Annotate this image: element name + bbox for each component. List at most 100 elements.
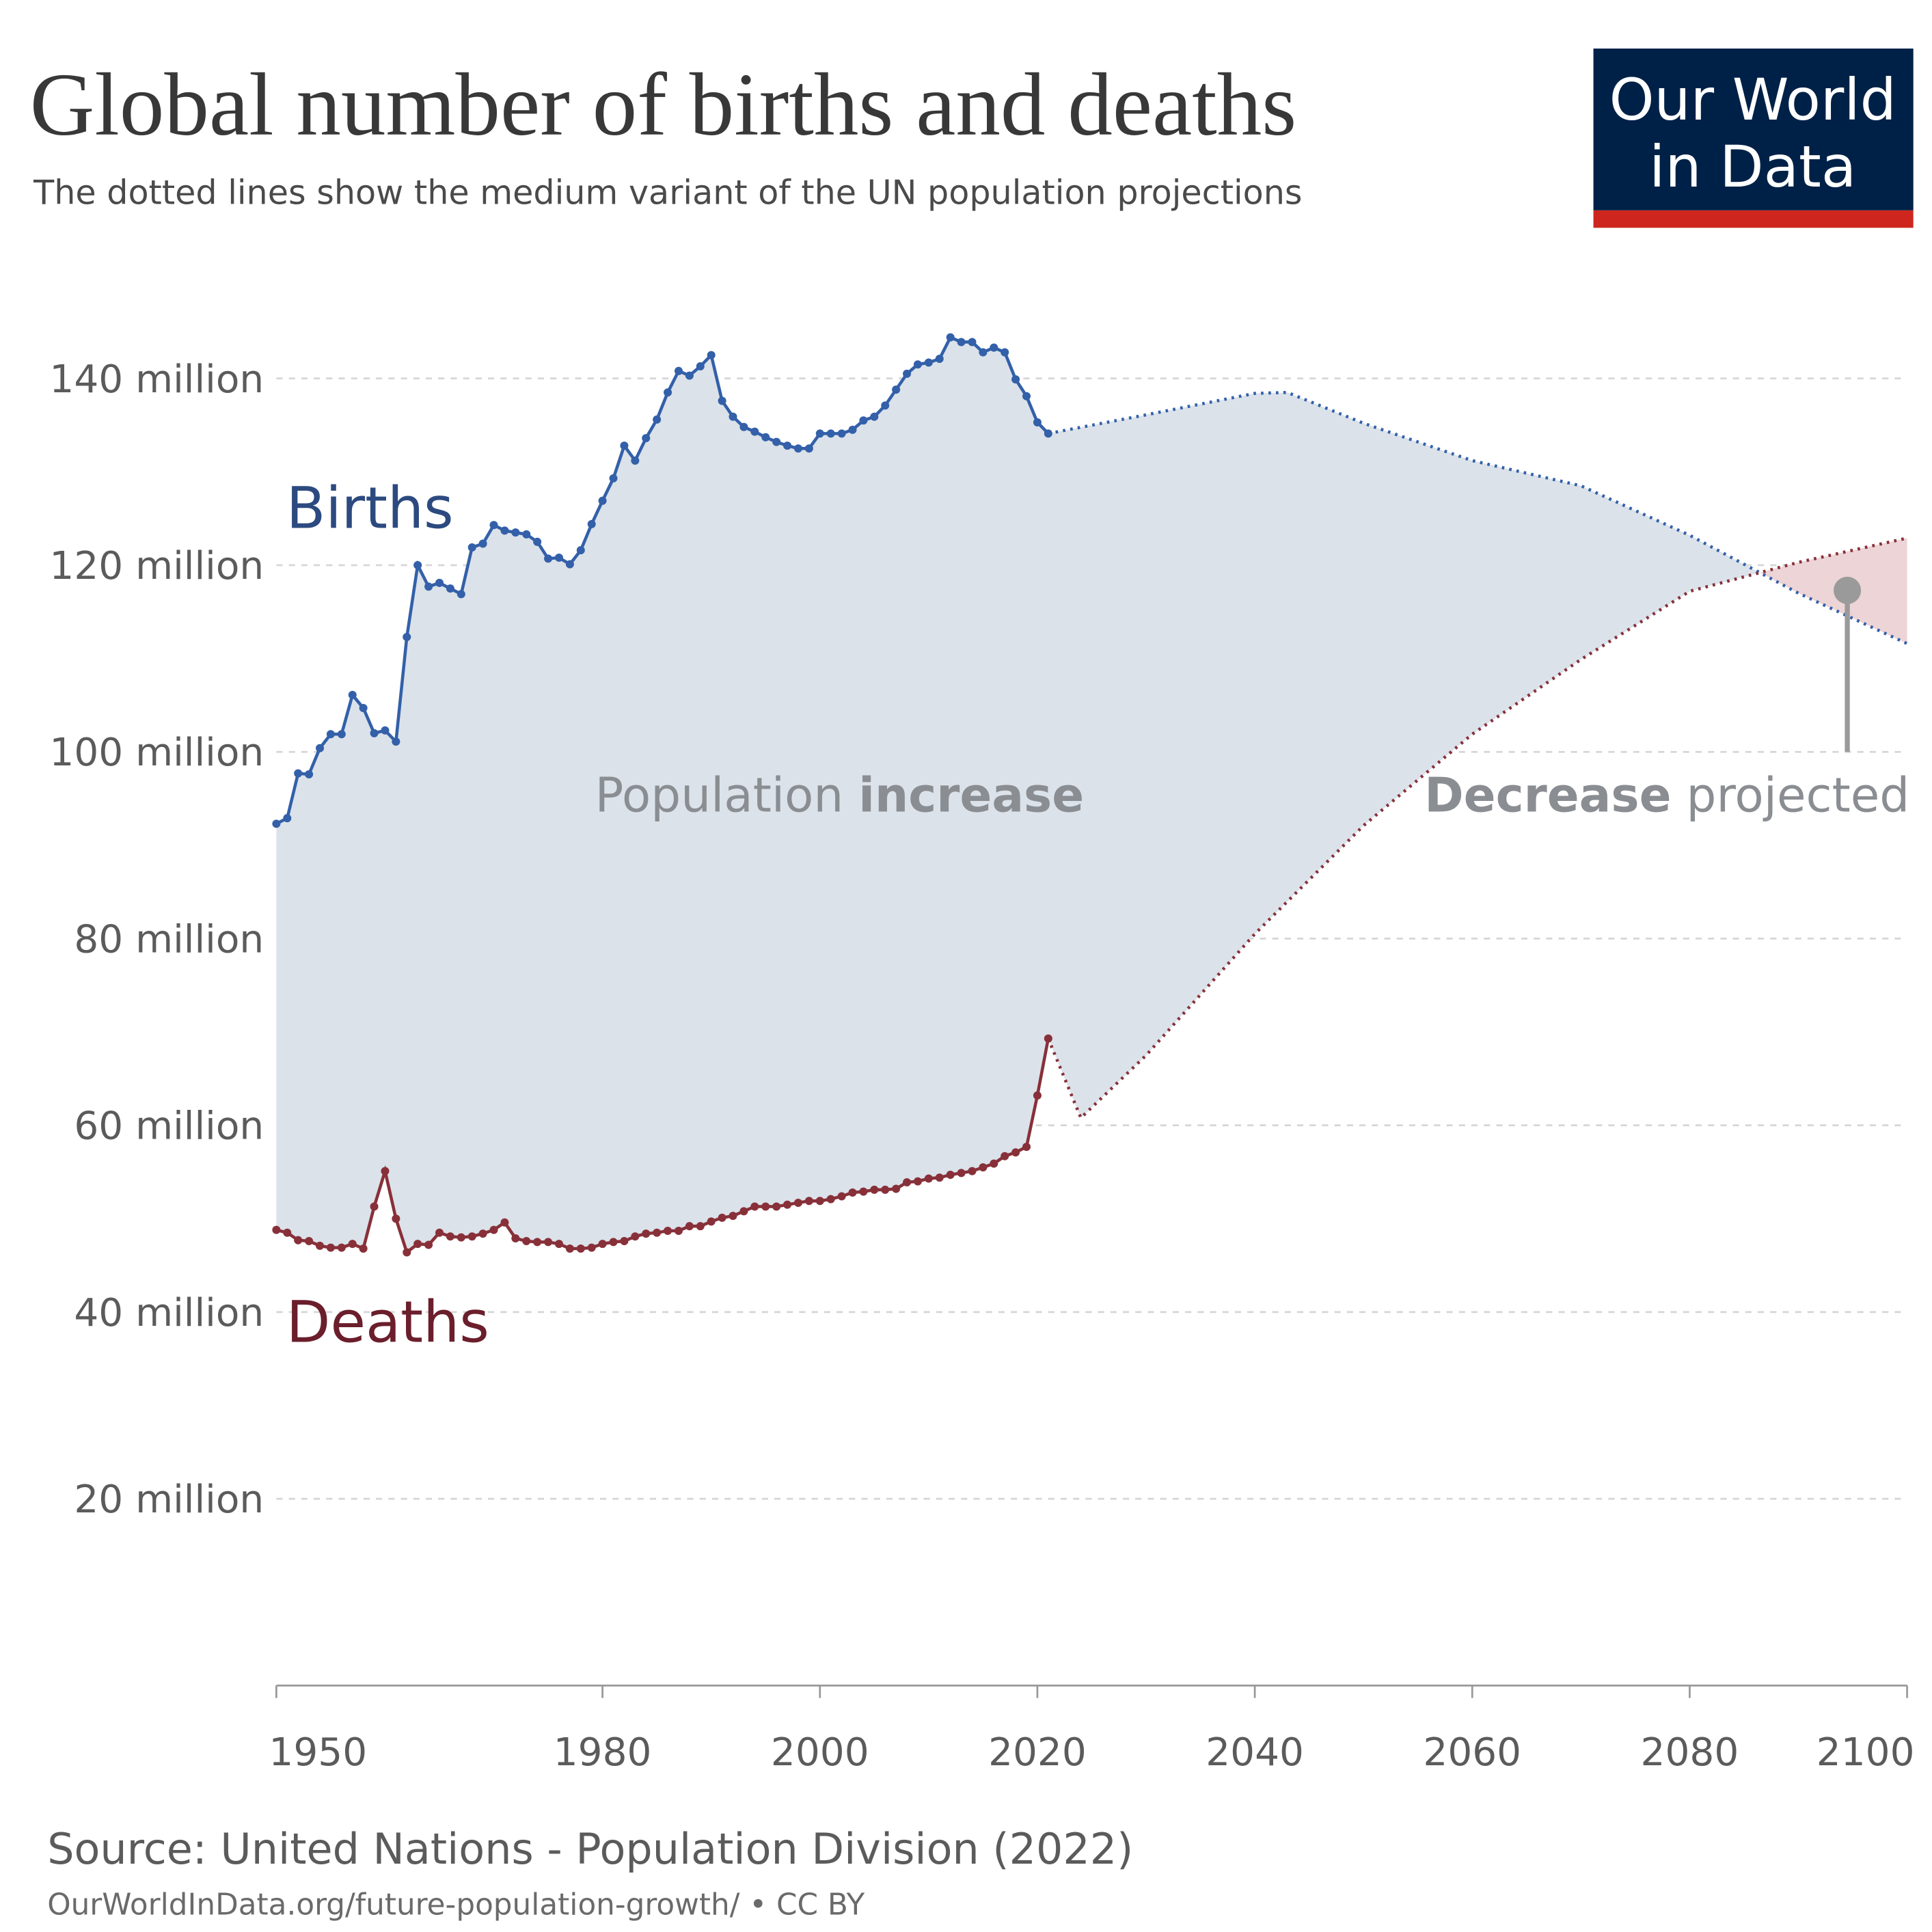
- axes: 20 million 40 million 60 million 80 million…: [49, 357, 1914, 1775]
- deaths-point: [272, 1225, 281, 1234]
- deaths-point: [1011, 1148, 1020, 1157]
- deaths-point: [924, 1174, 933, 1183]
- deaths-point: [1033, 1091, 1042, 1100]
- deaths-point: [283, 1228, 292, 1237]
- births-point: [946, 333, 955, 342]
- y-tick-label: 140 million: [49, 357, 264, 402]
- deaths-point: [359, 1244, 368, 1253]
- births-point: [903, 369, 912, 378]
- subtitle: The dotted lines show the medium variant…: [33, 173, 1302, 213]
- deaths-point: [664, 1227, 672, 1236]
- births-point: [326, 730, 335, 739]
- series-lines: [272, 333, 1908, 1257]
- births-point: [446, 584, 454, 593]
- births-point: [881, 401, 890, 410]
- births-point: [511, 528, 520, 537]
- deaths-point: [565, 1244, 574, 1253]
- births-point: [631, 456, 640, 465]
- births-point: [609, 474, 618, 482]
- births-point: [837, 429, 846, 438]
- births-point: [870, 412, 879, 421]
- deaths-point: [457, 1233, 465, 1242]
- page-title: Global number of births and deaths: [30, 55, 1297, 154]
- x-tick-label: 1950: [269, 1730, 367, 1775]
- births-point: [435, 578, 444, 587]
- deaths-point: [870, 1185, 879, 1194]
- births-point: [1033, 418, 1042, 426]
- logo-line-1: Our World: [1609, 66, 1896, 133]
- births-point: [739, 422, 748, 431]
- increase-text-a: Population: [595, 769, 859, 824]
- births-point: [413, 560, 422, 569]
- births-point: [392, 737, 400, 746]
- marker-dot: [1834, 576, 1862, 604]
- increase-area: [276, 337, 1760, 1253]
- decrease-text-b: projected: [1672, 769, 1910, 824]
- births-point: [283, 814, 292, 823]
- births-point: [403, 633, 411, 642]
- births-point: [544, 554, 553, 563]
- deaths-point: [467, 1232, 476, 1241]
- deaths-point: [348, 1240, 357, 1249]
- x-tick-label: 2020: [988, 1730, 1087, 1775]
- deaths-point: [446, 1232, 454, 1241]
- births-point: [729, 412, 737, 421]
- deaths-point: [674, 1227, 683, 1236]
- deaths-point: [326, 1243, 335, 1252]
- deaths-point: [718, 1213, 726, 1222]
- deaths-point: [1022, 1143, 1031, 1152]
- deaths-point: [620, 1237, 629, 1246]
- deaths-point: [554, 1240, 563, 1249]
- births-point: [935, 355, 944, 364]
- deaths-point: [696, 1222, 705, 1231]
- deaths-point: [815, 1197, 824, 1206]
- births-point: [664, 388, 672, 397]
- owid-logo[interactable]: Our World in Data: [1593, 49, 1914, 228]
- deaths-point: [848, 1188, 857, 1197]
- deaths-point: [783, 1200, 792, 1209]
- deaths-point: [729, 1212, 737, 1221]
- increase-text-b: increase: [858, 769, 1084, 824]
- x-tick-label: 2080: [1641, 1730, 1739, 1775]
- deaths-point: [837, 1192, 846, 1201]
- births-point: [750, 427, 759, 436]
- births-point: [478, 539, 487, 548]
- deaths-point: [609, 1238, 618, 1247]
- births-point: [653, 415, 662, 424]
- deaths-point: [642, 1229, 651, 1238]
- logo-background: [1593, 49, 1914, 210]
- births-point: [533, 537, 542, 546]
- births-point: [587, 519, 596, 528]
- births-point: [359, 703, 368, 713]
- deaths-point: [750, 1202, 759, 1211]
- deaths-point: [424, 1240, 433, 1249]
- source-url[interactable]: OurWorldInData.org/future-population-gro…: [47, 1887, 865, 1922]
- deaths-point: [392, 1214, 400, 1223]
- births-point: [522, 530, 531, 539]
- births-point: [1022, 392, 1031, 400]
- source-text: Source: United Nations - Population Divi…: [47, 1825, 1133, 1874]
- deaths-label: Deaths: [286, 1289, 489, 1356]
- deaths-point: [881, 1185, 890, 1194]
- births-point: [370, 729, 379, 737]
- births-point: [305, 770, 314, 778]
- y-tick-label: 20 million: [74, 1478, 264, 1522]
- population-increase-label: Population increase: [595, 769, 1084, 824]
- deaths-point: [587, 1243, 596, 1252]
- deaths-point: [544, 1238, 553, 1247]
- deaths-point: [511, 1234, 520, 1242]
- deaths-point: [598, 1240, 607, 1249]
- births-point: [804, 444, 813, 453]
- births-point: [848, 425, 857, 434]
- births-point: [761, 433, 770, 441]
- x-tick-label: 2100: [1817, 1730, 1915, 1775]
- deaths-point: [935, 1173, 944, 1182]
- deaths-point: [1044, 1034, 1052, 1043]
- births-point: [642, 434, 651, 443]
- deaths-point: [489, 1225, 498, 1234]
- births-point: [696, 362, 705, 370]
- x-tick-label: 1980: [554, 1730, 652, 1775]
- deaths-point: [500, 1218, 509, 1227]
- y-tick-label: 80 million: [74, 917, 264, 962]
